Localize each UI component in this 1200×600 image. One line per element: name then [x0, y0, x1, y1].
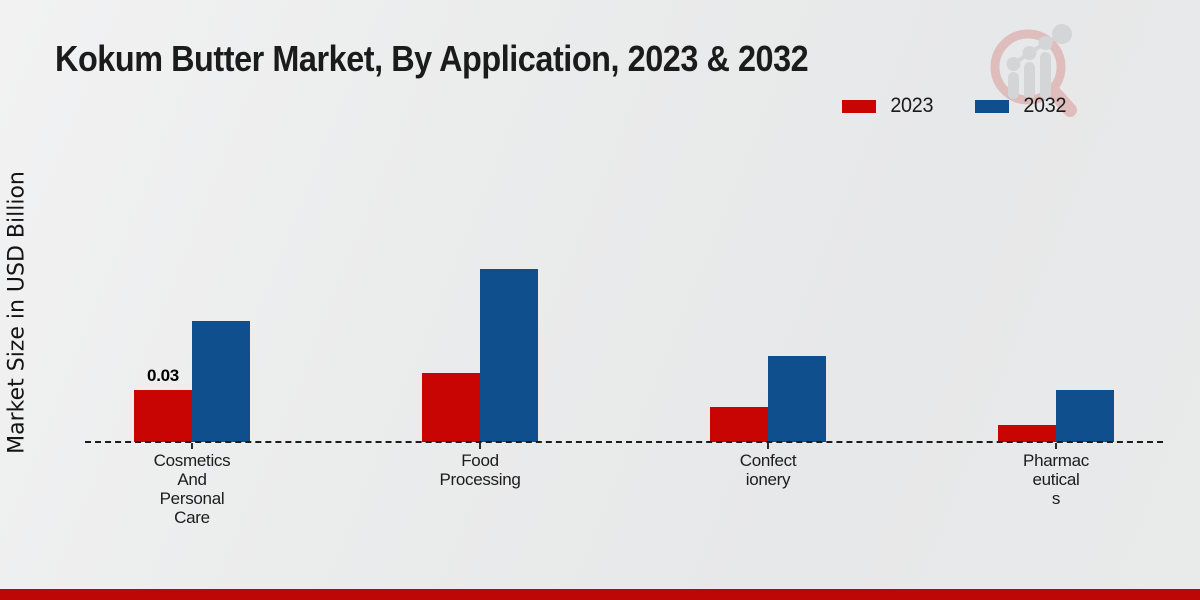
bar-2032-0: [192, 321, 250, 442]
legend-label-2023: 2023: [890, 94, 934, 117]
y-axis-label: Market Size in USD Billion: [4, 171, 30, 454]
x-tick-3: [1055, 443, 1057, 449]
x-tick-2: [767, 443, 769, 449]
bar-value-label: 0.03: [147, 366, 179, 386]
bar-2032-2: [768, 356, 826, 442]
market-research-logo-watermark-icon: [990, 24, 1077, 117]
legend-swatch-2023: [842, 99, 876, 113]
x-tick-label-2: Confect ionery: [739, 451, 797, 489]
zero-baseline: [85, 441, 1163, 443]
plot-area: Cosmetics And Personal Care Food Processing Co…: [85, 150, 1163, 527]
bar-2023-2: [710, 407, 768, 442]
legend-item-2023: 2023: [842, 94, 935, 118]
x-tick-label-1: Food Processing: [439, 451, 521, 489]
legend: 2023 2032: [842, 94, 1067, 118]
x-tick-label-0: Cosmetics And Personal Care: [153, 451, 231, 527]
x-tick-0: [191, 443, 193, 449]
bar-2023-1: [422, 373, 480, 442]
x-tick-label-3: Pharmac eutical s: [1023, 451, 1089, 508]
bar-2032-3: [1056, 390, 1114, 442]
bar-2023-3: [998, 425, 1056, 442]
legend-item-2032: 2032: [974, 94, 1068, 118]
x-tick-1: [479, 443, 481, 449]
legend-swatch-2032: [974, 99, 1009, 113]
legend-label-2032: 2032: [1022, 94, 1066, 117]
bar-2032-1: [480, 269, 538, 442]
bar-2023-0: [134, 390, 192, 442]
footer-accent-bar: [0, 589, 1200, 600]
chart-title: Kokum Butter Market, By Application, 202…: [55, 38, 809, 79]
